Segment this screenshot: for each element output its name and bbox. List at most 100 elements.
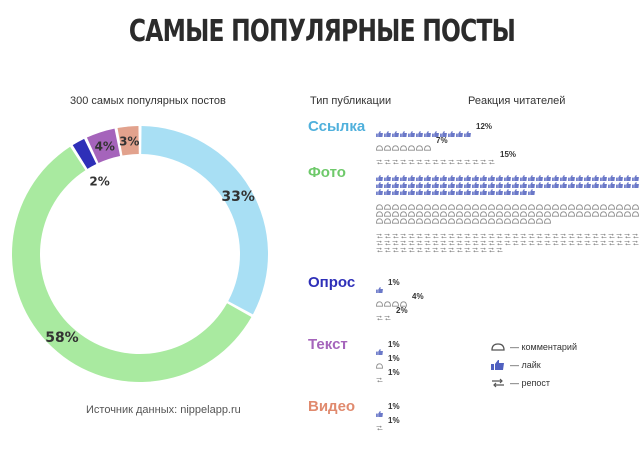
comment-icon [568,204,575,217]
like-icon [432,175,439,188]
reaction-row-3-comment: 1% [376,354,400,369]
repost-icon [496,226,503,239]
comment-icon [480,197,487,210]
like-icon [512,175,519,188]
like-icon [616,168,623,181]
like-icon [560,175,567,188]
comment-icon [488,204,495,217]
repost-icon [608,226,615,239]
comment-icon [624,204,631,217]
comment-icon [408,211,415,224]
reaction-pct-3-like: 1% [388,340,400,349]
comment-icon [448,204,455,217]
comment-icon [400,294,407,307]
repost-icon [448,152,455,164]
repost-icon [408,152,415,164]
like-icon [416,168,423,181]
like-icon [376,342,383,355]
comment-icon [376,211,383,224]
like-icon [496,182,503,195]
like-icon [632,168,639,181]
repost-icon [584,233,591,246]
repost-icon [536,233,543,246]
comment-icon [384,294,391,307]
reaction-row-1-repost: 82% [376,226,644,253]
comment-icon [496,204,503,217]
reaction-row-4-like: 1% [376,402,400,417]
comment-icon [512,204,519,217]
like-icon [384,182,391,195]
repost-icon [416,233,423,246]
repost-icon [624,226,631,239]
repost-icon [536,226,543,239]
comment-icon [472,197,479,210]
repost-icon [616,233,623,246]
repost-icon [424,233,431,246]
column-header-type: Тип публикации [310,95,392,107]
like-icon [488,168,495,181]
like-icon [536,175,543,188]
like-icon [440,124,447,137]
repost-icon [480,240,487,253]
repost-icon [440,240,447,253]
repost-icon [512,226,519,239]
like-icon [408,175,415,188]
repost-icon [488,152,495,164]
reaction-row-0-comment: 7% [376,136,448,151]
comment-icon [632,197,639,210]
comment-icon [520,204,527,217]
comment-icon [504,211,511,224]
type-label-4: Видео [308,398,356,415]
comment-icon [376,204,383,217]
comment-icon [424,211,431,224]
comment-icon [456,204,463,217]
comment-icon [376,197,383,210]
repost-icon [432,152,439,164]
like-icon [376,182,383,195]
legend-label-comment: — комментарий [510,342,577,352]
comment-icon [584,204,591,217]
comment-icon [520,211,527,224]
repost-icon [456,152,463,164]
repost-icon [496,233,503,246]
repost-icon [624,233,631,246]
repost-icon [544,226,551,239]
like-icon [376,168,383,181]
comment-icon [408,138,415,151]
comment-icon [544,197,551,210]
repost-icon [416,152,423,164]
repost-icon [456,226,463,239]
like-icon [392,124,399,137]
reaction-row-1-like: 86% [376,168,644,195]
reaction-row-3-repost: 1% [376,368,400,382]
reaction-pct-4-like: 1% [388,402,400,411]
like-icon [424,124,431,137]
like-icon [384,124,391,137]
donut-label-1: 58% [45,330,79,346]
like-icon [616,175,623,188]
repost-icon [392,233,399,246]
like-icon [552,175,559,188]
reaction-pct-0-like: 12% [476,122,493,131]
like-icon [408,124,415,137]
legend-item-comment: — комментарий [490,342,577,352]
repost-icon [592,233,599,246]
comment-icon [448,211,455,224]
repost-icon [592,226,599,239]
repost-icon [376,308,383,320]
comment-icon [440,204,447,217]
reaction-pct-3-comment: 1% [388,354,400,363]
donut-label-4: 3% [119,135,139,149]
repost-icon [480,233,487,246]
like-icon [416,124,423,137]
repost-icon [416,226,423,239]
like-icon [464,182,471,195]
repost-icon [384,240,391,253]
comment-icon [384,138,391,151]
donut-slice-2 [72,138,97,169]
repost-icon [528,226,535,239]
comment-icon [608,204,615,217]
like-icon [520,168,527,181]
like-icon [384,175,391,188]
repost-icon [440,152,447,164]
